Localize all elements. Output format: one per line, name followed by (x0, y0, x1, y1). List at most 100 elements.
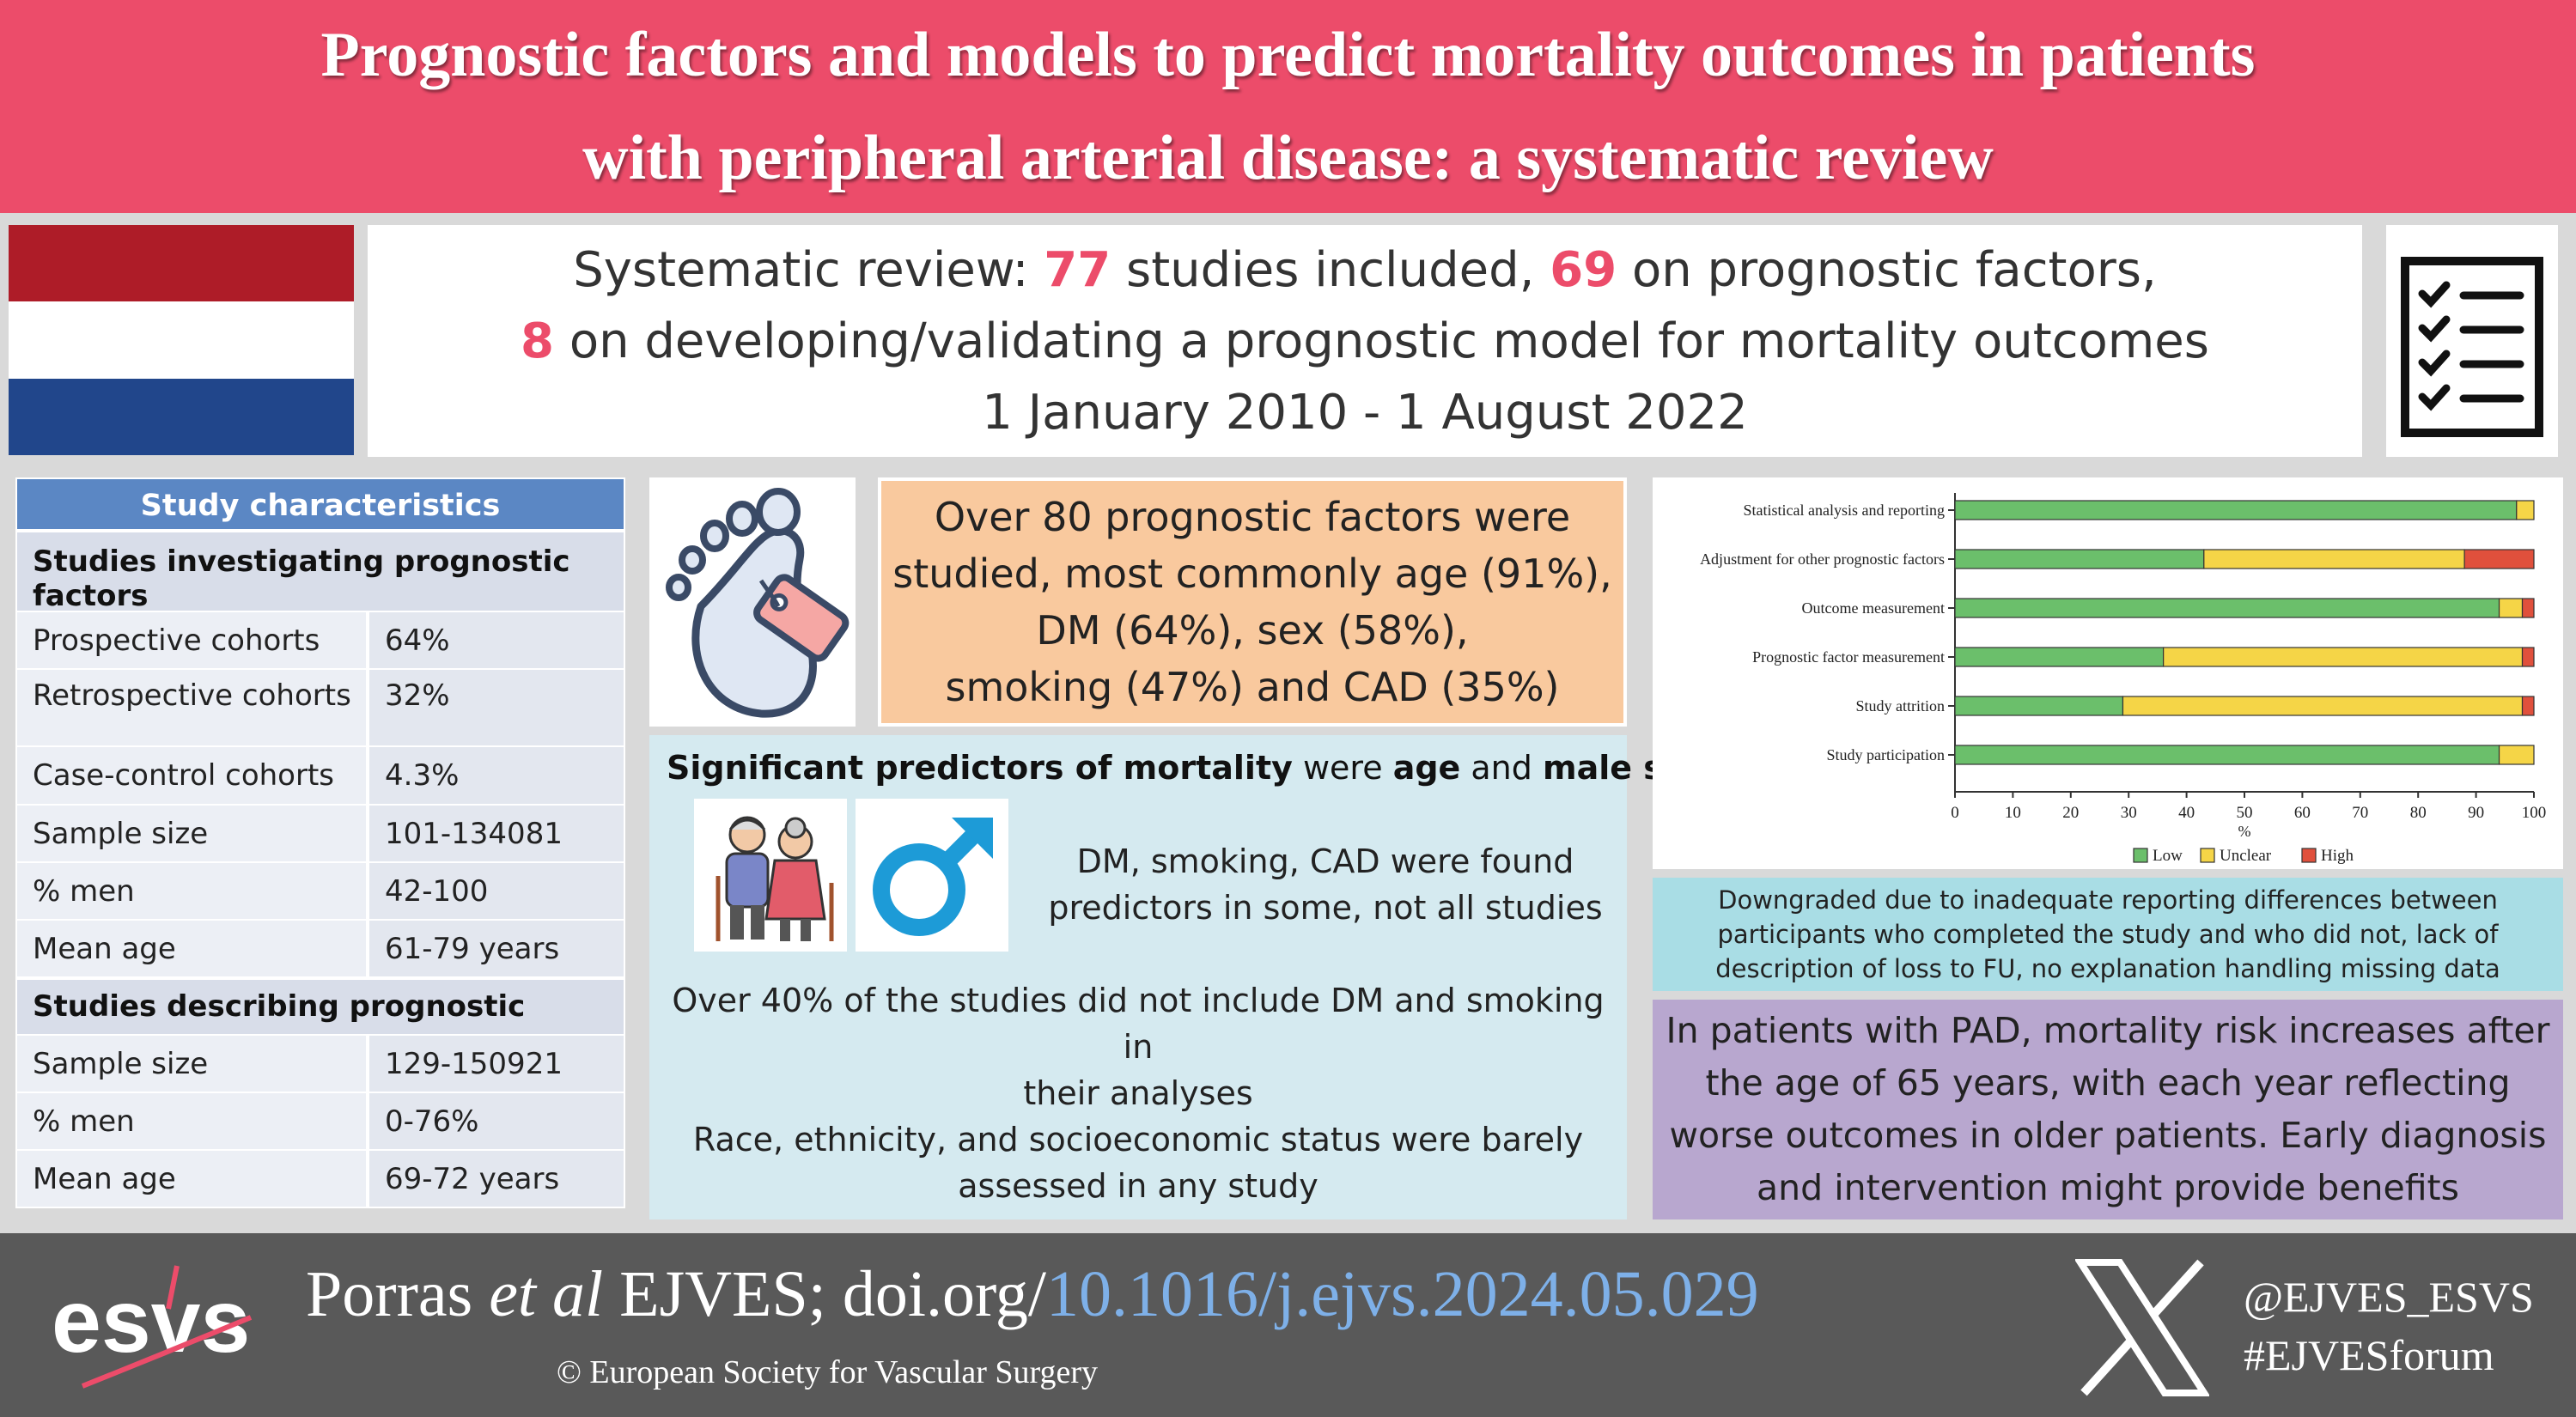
table-row: % men 42-100 (15, 863, 625, 921)
x-tick-label: 40 (2178, 804, 2195, 822)
footer: esvs Porras et al EJVES; doi.org/10.1016… (0, 1233, 2576, 1417)
checklist-icon (2386, 225, 2558, 457)
bar-segment-unclear (2203, 549, 2465, 569)
x-tick-label: 50 (2237, 804, 2253, 822)
x-tick-label: 30 (2121, 804, 2137, 822)
bar-segment-unclear (2498, 745, 2535, 765)
section-prognostic-factors: Studies investigating prognostic factors (15, 531, 625, 613)
esvs-logo: esvs (48, 1257, 254, 1395)
summary-date-range: 1 January 2010 - 1 August 2022 (982, 384, 1748, 441)
factors-line: studied, most commonly age (91%), (892, 550, 1612, 597)
factors-line: DM (64%), sex (58%), (1036, 607, 1469, 654)
studies-count: 77 (1044, 241, 1111, 298)
table-row: Prospective cohorts 64% (15, 612, 625, 670)
table-title: Study characteristics (15, 477, 625, 531)
title-banner: Prognostic factors and models to predict… (0, 0, 2576, 213)
table-row: Sample size 129-150921 (15, 1036, 625, 1093)
bar-segment-unclear (2516, 500, 2535, 520)
foot-tag-icon (649, 477, 856, 727)
some-studies-text: DM, smoking, CAD were found predictors in… (1048, 842, 1603, 927)
male-symbol-icon (856, 799, 1008, 952)
title-line-1: Prognostic factors and models to predict… (320, 20, 2256, 90)
factors-line: Over 80 prognostic factors were (934, 494, 1571, 540)
bar-segment-unclear (2122, 696, 2524, 716)
model-count: 8 (521, 313, 555, 369)
hashtag[interactable]: #EJVESforum (2244, 1331, 2494, 1379)
conclusion-line: the age of 65 years, with each year refl… (1705, 1062, 2511, 1104)
bar-segment-unclear (2498, 598, 2524, 618)
netherlands-flag-icon (9, 225, 354, 455)
flag-stripe-red (9, 225, 354, 302)
table-row: Retrospective cohorts 32% (15, 670, 625, 747)
legend-label: High (2321, 847, 2354, 865)
x-tick-label: 10 (2005, 804, 2021, 822)
elderly-couple-icon (694, 799, 847, 952)
flag-stripe-blue (9, 378, 354, 455)
x-logo-icon[interactable] (2074, 1259, 2211, 1396)
prognostic-factor-count: 69 (1550, 241, 1617, 298)
citation: Porras et al EJVES; doi.org/10.1016/j.ej… (306, 1258, 1759, 1330)
dm-smoking-text: Over 40% of the studies did not include … (672, 982, 1605, 1112)
bar-segment-high (2463, 549, 2535, 569)
x-tick-label: 90 (2468, 804, 2484, 822)
predictors-panel: Significant predictors of mortality were… (649, 735, 1706, 1219)
section-prognostic-models: Studies describing prognostic models (15, 978, 625, 1078)
x-axis-label: % (2238, 823, 2251, 840)
x-tick-label: 70 (2352, 804, 2368, 822)
table-row: Sample size 101-134081 (15, 806, 625, 863)
table-row: Mean age 69-72 years (15, 1151, 625, 1208)
social-handles: @EJVES_ESVS #EJVESforum (2244, 1268, 2534, 1384)
x-tick-label: 0 (1951, 804, 1959, 822)
category-label: Study participation (1827, 746, 1945, 763)
flag-stripe-white (9, 301, 354, 379)
risk-of-bias-chart: Statistical analysis and reporting Adjust… (1653, 477, 2563, 869)
predictors-heading: Significant predictors of mortality were… (667, 749, 1707, 787)
prognostic-factors-box: Over 80 prognostic factors were studied,… (878, 477, 1627, 727)
x-tick-label: 20 (2062, 804, 2079, 822)
x-tick-label: 60 (2294, 804, 2311, 822)
bar-segment-high (2521, 598, 2535, 618)
copyright: © European Society for Vascular Surgery (557, 1354, 1099, 1390)
table-row: Case-control cohorts 4.3% (15, 747, 625, 806)
category-label: Prognostic factor measurement (1752, 648, 1945, 666)
downgrade-line: description of loss to FU, no explanatio… (1715, 954, 2500, 983)
x-tick-label: 80 (2410, 804, 2427, 822)
bar-segment-low (1954, 745, 2500, 765)
legend-label: Unclear (2220, 847, 2272, 865)
table-row: % men 0-76% (15, 1093, 625, 1151)
downgrade-note: Downgraded due to inadequate reporting d… (1653, 878, 2563, 991)
title-line-2: with peripheral arterial disease: a syst… (582, 123, 1994, 193)
category-label: Statistical analysis and reporting (1744, 502, 1945, 519)
bar-segment-low (1954, 549, 2205, 569)
conclusion-line: and intervention might provide benefits (1757, 1167, 2459, 1208)
bar-segment-low (1954, 696, 2124, 716)
bar-segment-low (1954, 647, 2165, 667)
conclusion-box: In patients with PAD, mortality risk inc… (1653, 1000, 2563, 1219)
legend-label: Low (2153, 847, 2183, 865)
race-ethnicity-text: Race, ethnicity, and socioeconomic statu… (692, 1121, 1584, 1205)
bar-segment-low (1954, 598, 2500, 618)
x-tick-label: 100 (2522, 804, 2547, 822)
bar-segment-high (2521, 647, 2535, 667)
x-handle[interactable]: @EJVES_ESVS (2244, 1273, 2534, 1321)
legend-swatch-high (2301, 848, 2317, 863)
study-characteristics-table: Study characteristics Studies investigat… (15, 477, 625, 1208)
table-row: Mean age 61-79 years (15, 921, 625, 978)
legend-swatch-unclear (2200, 848, 2215, 863)
category-label: Study attrition (1856, 697, 1946, 715)
legend-swatch-low (2133, 848, 2148, 863)
svg-text:esvs: esvs (52, 1272, 250, 1371)
downgrade-line: participants who completed the study and… (1717, 920, 2499, 949)
summary-line-2: 8 on developing/validating a prognostic … (521, 313, 2209, 369)
conclusion-line: worse outcomes in older patients. Early … (1669, 1115, 2547, 1156)
factors-line: smoking (47%) and CAD (35%) (945, 664, 1560, 710)
bar-segment-unclear (2163, 647, 2524, 667)
category-label: Adjustment for other prognostic factors (1700, 550, 1945, 568)
summary-line-1: Systematic review: 77 studies included, … (573, 241, 2157, 298)
doi-link[interactable]: 10.1016/j.ejvs.2024.05.029 (1046, 1258, 1759, 1330)
review-summary: Systematic review: 77 studies included, … (368, 225, 2362, 457)
bar-segment-high (2521, 696, 2535, 716)
category-label: Outcome measurement (1802, 599, 1945, 617)
conclusion-line: In patients with PAD, mortality risk inc… (1666, 1010, 2550, 1051)
bar-segment-low (1954, 500, 2518, 520)
